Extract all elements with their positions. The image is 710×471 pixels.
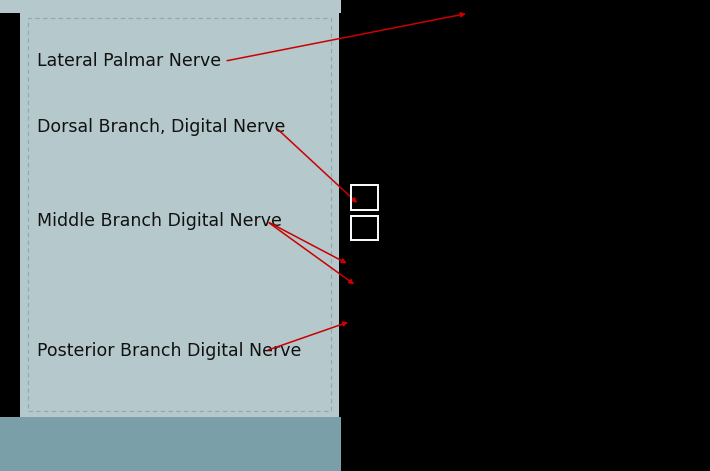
Text: Middle Branch Digital Nerve: Middle Branch Digital Nerve [37,212,282,230]
Bar [0,0,341,13]
Bar [0,417,341,471]
Text: Dorsal Branch, Digital Nerve: Dorsal Branch, Digital Nerve [37,118,285,136]
Bar [28,18,331,411]
Bar [20,13,339,417]
Text: Lateral Palmar Nerve: Lateral Palmar Nerve [37,52,221,70]
Bar [351,216,378,240]
Text: Posterior Branch Digital Nerve: Posterior Branch Digital Nerve [37,342,301,360]
Bar [351,185,378,210]
